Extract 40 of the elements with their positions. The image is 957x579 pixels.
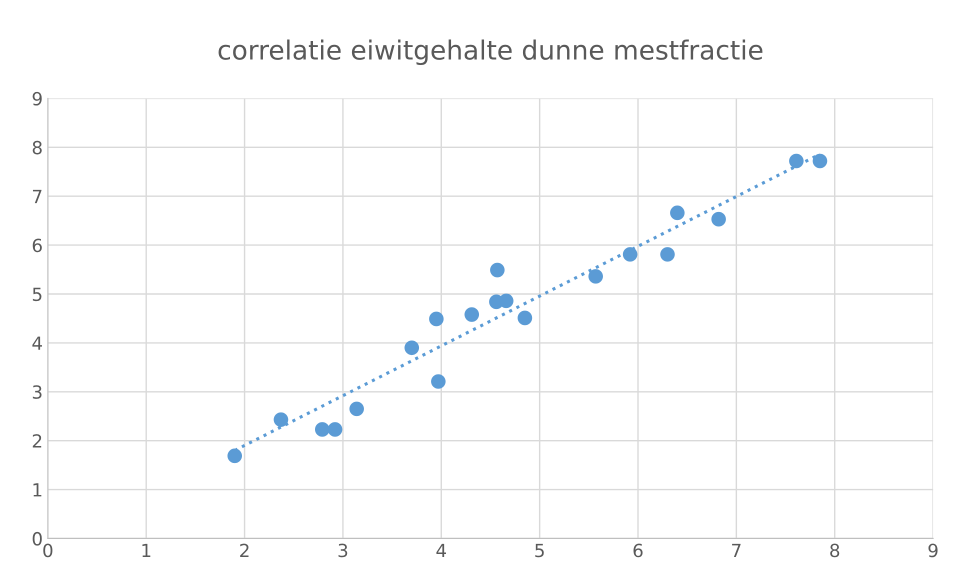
y-tick-label: 9 [32, 92, 42, 106]
y-tick-label: 2 [32, 434, 42, 448]
point [464, 307, 480, 322]
y-tick-label: 3 [32, 385, 42, 399]
y-tick-label: 8 [32, 140, 42, 154]
point [404, 340, 420, 356]
point [711, 212, 726, 226]
y-tick-label: 7 [32, 190, 42, 204]
point [227, 448, 242, 464]
x-tick-label: 8 [830, 544, 840, 558]
x-tick-label: 1 [142, 544, 150, 558]
y-tick-label: 5 [32, 288, 42, 302]
x-tick-label: 3 [338, 544, 348, 558]
x-tick-label: 2 [240, 544, 248, 558]
point [622, 247, 638, 262]
y-tick-label: 0 [32, 532, 42, 546]
x-tick-label: 9 [928, 544, 938, 558]
point [274, 412, 288, 427]
x-tick-label: 0 [43, 544, 52, 558]
point [660, 247, 675, 262]
chart-title: correlatie eiwitgehalte dunne mestfractie [218, 39, 762, 66]
point [349, 402, 364, 416]
x-tick-label: 5 [535, 544, 544, 558]
point [429, 312, 444, 326]
point [588, 269, 603, 284]
x-tick-label: 6 [634, 544, 643, 558]
point [812, 154, 828, 168]
point [314, 422, 330, 437]
point [789, 154, 804, 168]
point [490, 262, 505, 278]
x-tick-label: 4 [436, 544, 446, 558]
y-tick-label: 6 [32, 238, 42, 252]
y-tick-label: 4 [32, 336, 42, 350]
point [670, 206, 685, 220]
y-tick-label: 1 [33, 483, 42, 496]
point [518, 310, 532, 326]
point [498, 294, 514, 308]
x-tick-label: 7 [732, 544, 741, 558]
point [431, 374, 446, 389]
point [328, 422, 342, 437]
